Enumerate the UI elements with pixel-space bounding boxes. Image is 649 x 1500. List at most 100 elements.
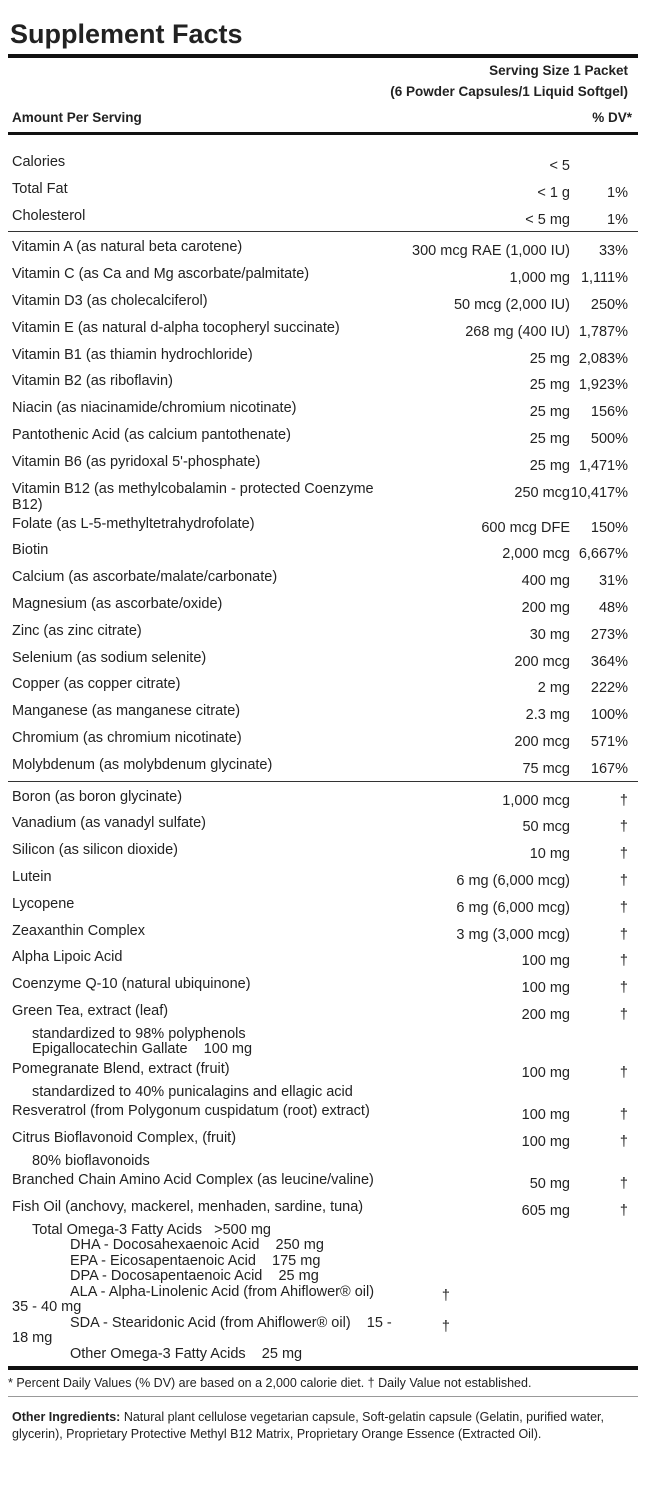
detail-row: Epigallocatechin Gallate 100 mg (8, 1042, 638, 1058)
detail-dv: † (441, 1318, 450, 1335)
detail-row: Other Omega-3 Fatty Acids 25 mg (8, 1345, 638, 1363)
detail-text: Total Omega-3 Fatty Acids >500 mg (32, 1221, 271, 1238)
nutrient-amount: 250 mcg (514, 484, 570, 501)
nutrient-dv: † (619, 819, 628, 836)
detail-row: 80% bioflavonoids (8, 1153, 638, 1170)
nutrient-name: Folate (as L-5-methyltetrahydrofolate) (12, 515, 255, 532)
nutrient-name: Calcium (as ascorbate/malate/carbonate) (12, 569, 278, 586)
nutrient-row: Molybdenum (as molybdenum glycinate) 75 m… (8, 754, 638, 781)
nutrient-row: Coenzyme Q-10 (natural ubiquinone) 100 mg… (8, 973, 638, 1000)
thick-rule (8, 54, 638, 58)
nutrient-dv: 273% (590, 626, 628, 643)
nutrient-row: Magnesium (as ascorbate/oxide) 200 mg 48% (8, 593, 638, 620)
nutrient-row: Vitamin C (as Ca and Mg ascorbate/palmit… (8, 263, 638, 290)
nutrient-amount: 10 mg (529, 846, 570, 863)
nutrient-row: Vitamin E (as natural d-alpha tocopheryl… (8, 317, 638, 344)
title: Supplement Facts (10, 19, 243, 49)
nutrient-dv: 167% (590, 760, 628, 777)
nutrient-amount: 100 mg (521, 1064, 570, 1081)
nutrient-dv: 33% (598, 243, 628, 260)
nutrient-amount: 2.3 mg (525, 707, 570, 724)
detail-text: standardized to 98% polyphenols (32, 1025, 246, 1042)
nutrient-dv: † (619, 1107, 628, 1123)
nutrient-amount: 200 mg (521, 1006, 570, 1023)
nutrient-amount: 100 mg (521, 1107, 570, 1123)
nutrient-name: Branched Chain Amino Acid Complex (as le… (12, 1172, 374, 1189)
nutrient-row: Folate (as L-5-methyltetrahydrofolate) 60… (8, 513, 638, 540)
nutrient-amount: 100 mg (521, 1133, 570, 1150)
nutrient-table: Calories < 5 Total Fat < 1 g 1% Cholesterol < … (8, 135, 638, 1362)
nutrient-amount: 25 mg (529, 404, 570, 421)
nutrient-name: Lycopene (12, 895, 75, 912)
nutrient-amount: 200 mcg (514, 733, 570, 750)
nutrient-dv: 100% (590, 707, 628, 724)
nutrient-dv: 1,471% (578, 457, 628, 474)
detail-text: SDA - Stearidonic Acid (from Ahiflower® … (12, 1314, 396, 1347)
nutrient-amount: 400 mg (521, 573, 570, 590)
nutrient-name: Pantothenic Acid (as calcium pantothenat… (12, 426, 291, 443)
section: Boron (as boron glycinate) 1,000 mcg † Vana… (8, 782, 638, 1363)
nutrient-dv: † (619, 1006, 628, 1023)
nutrient-dv: 10,417% (570, 484, 628, 501)
nutrient-name: Magnesium (as ascorbate/oxide) (12, 595, 223, 612)
nutrient-row: Silicon (as silicon dioxide) 10 mg † (8, 839, 638, 866)
nutrient-row: Resveratrol (from Polygonum cuspidatum (… (8, 1100, 638, 1127)
nutrient-name: Zeaxanthin Complex (12, 922, 145, 939)
nutrient-dv: 571% (590, 733, 628, 750)
nutrient-amount: 300 mcg RAE (1,000 IU) (412, 243, 570, 260)
other-ingredients-label: Other Ingredients: (12, 1410, 121, 1425)
nutrient-row: Copper (as copper citrate) 2 mg 222% (8, 673, 638, 700)
detail-text: standardized to 40% punicalagins and ell… (32, 1083, 353, 1100)
detail-row: ALA - Alpha-Linolenic Acid (from Ahiflow… (8, 1284, 638, 1316)
nutrient-dv: 222% (590, 680, 628, 697)
nutrient-row: Manganese (as manganese citrate) 2.3 mg 10… (8, 700, 638, 727)
detail-dv: † (441, 1287, 450, 1304)
detail-row: standardized to 40% punicalagins and ell… (8, 1083, 638, 1101)
nutrient-name: Pomegranate Blend, extract (fruit) (12, 1060, 230, 1077)
detail-row: standardized to 98% polyphenols (8, 1025, 638, 1043)
nutrient-dv: † (619, 1176, 628, 1193)
nutrient-amount: 25 mg (529, 377, 570, 394)
nutrient-amount: 1,000 mg (509, 270, 570, 287)
supplement-facts-label: Supplement Facts Serving Size 1 Packet (… (8, 8, 638, 1442)
nutrient-amount: 100 mg (521, 980, 570, 997)
nutrient-dv: 2,083% (578, 350, 628, 367)
nutrient-name: Coenzyme Q-10 (natural ubiquinone) (12, 976, 251, 993)
detail-text: Other Omega-3 Fatty Acids 25 mg (70, 1345, 303, 1362)
nutrient-row: Lycopene 6 mg (6,000 mcg) † (8, 893, 638, 920)
nutrient-amount: 100 mg (521, 953, 570, 970)
nutrient-dv: † (619, 1133, 628, 1150)
serving-detail: (6 Powder Capsules/1 Liquid Softgel) (390, 84, 628, 99)
section-rule (8, 231, 638, 233)
nutrient-amount: 50 mg (529, 1176, 570, 1193)
nutrient-name: Silicon (as silicon dioxide) (12, 842, 179, 859)
nutrient-amount: 6 mg (6,000 mcg) (456, 899, 570, 916)
nutrient-row: Alpha Lipoic Acid 100 mg † (8, 946, 638, 973)
nutrient-amount: 25 mg (529, 430, 570, 447)
nutrient-dv: 1,111% (580, 270, 628, 287)
detail-row: DPA - Docosapentaenoic Acid 25 mg (8, 1269, 638, 1285)
section-rule (8, 780, 638, 782)
nutrient-name: Calories (12, 154, 66, 170)
nutrient-row: Vitamin B6 (as pyridoxal 5'-phosphate) 25… (8, 451, 638, 478)
nutrient-row: Branched Chain Amino Acid Complex (as le… (8, 1169, 638, 1196)
nutrient-row: Vitamin B1 (as thiamin hydrochloride) 25 … (8, 344, 638, 371)
nutrient-row: Zinc (as zinc citrate) 30 mg 273% (8, 620, 638, 647)
other-ingredients-text: Natural plant cellulose vegetarian capsu… (12, 1410, 604, 1441)
nutrient-amount: 50 mcg (522, 819, 570, 836)
nutrient-amount: 25 mg (529, 350, 570, 367)
nutrient-dv: 1% (607, 184, 628, 201)
nutrient-row: Calories < 5 (8, 151, 638, 178)
nutrient-name: Selenium (as sodium selenite) (12, 649, 207, 666)
detail-row: Total Omega-3 Fatty Acids >500 mg (8, 1221, 638, 1239)
nutrient-amount: < 5 mg (525, 211, 570, 228)
nutrient-name: Vitamin A (as natural beta carotene) (12, 239, 243, 256)
nutrient-dv: 1% (607, 211, 628, 228)
nutrient-amount: 3 mg (3,000 mcg) (456, 926, 570, 943)
nutrient-name: Copper (as copper citrate) (12, 676, 181, 693)
nutrient-amount: 75 mcg (522, 760, 570, 777)
nutrient-dv: † (619, 1202, 628, 1219)
nutrient-dv: † (619, 899, 628, 916)
nutrient-amount: 2,000 mcg (502, 546, 570, 563)
